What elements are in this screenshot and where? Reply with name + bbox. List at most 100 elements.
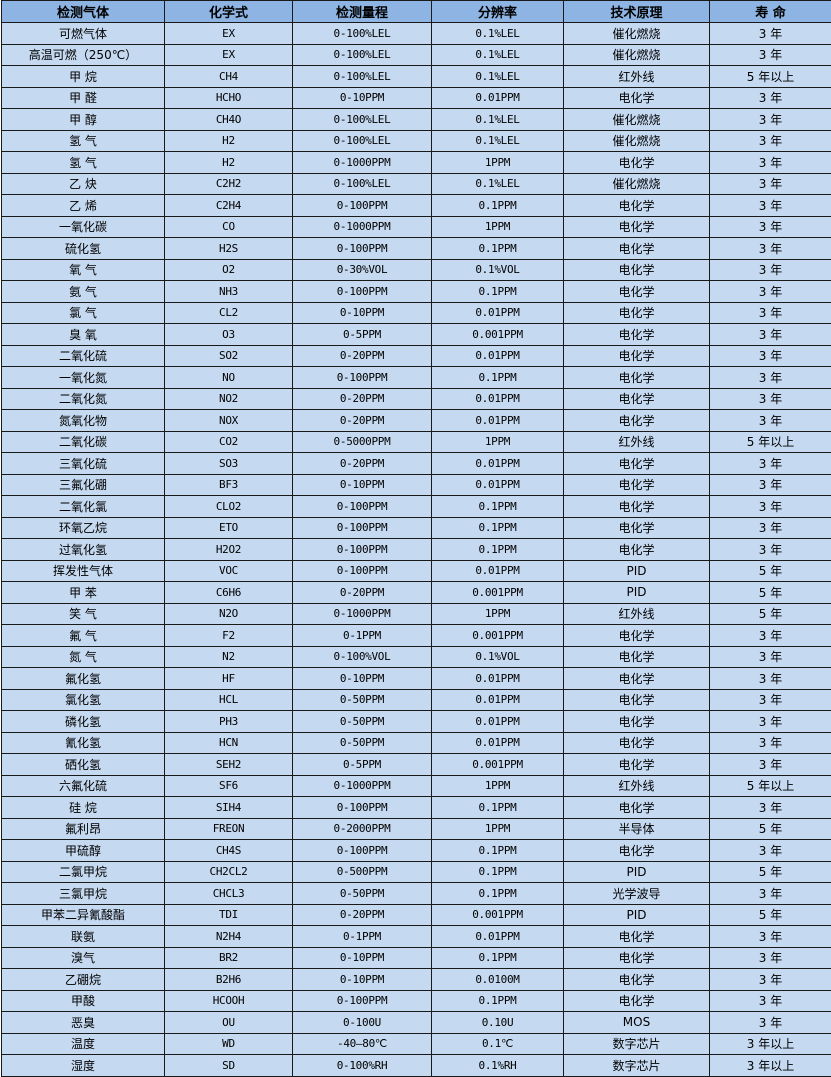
cell-lifetime: 3 年 [710, 969, 831, 991]
cell-formula: C2H2 [165, 173, 293, 195]
cell-principle: 电化学 [564, 259, 710, 281]
cell-gas: 二氧化碳 [2, 431, 165, 453]
cell-resolution: 0.01PPM [432, 87, 564, 109]
cell-principle: 电化学 [564, 388, 710, 410]
cell-gas: 氢 气 [2, 152, 165, 174]
cell-formula: H2S [165, 238, 293, 260]
cell-range: 0-30%VOL [293, 259, 432, 281]
cell-resolution: 0.01PPM [432, 668, 564, 690]
cell-lifetime: 3 年 [710, 410, 831, 432]
cell-lifetime: 3 年 [710, 109, 831, 131]
cell-resolution: 0.001PPM [432, 904, 564, 926]
cell-range: 0-10PPM [293, 302, 432, 324]
cell-formula: CH4 [165, 66, 293, 88]
cell-range: 0-10PPM [293, 87, 432, 109]
cell-gas: 乙 炔 [2, 173, 165, 195]
cell-resolution: 0.1%RH [432, 1055, 564, 1077]
cell-gas: 联氨 [2, 926, 165, 948]
cell-principle: 电化学 [564, 797, 710, 819]
cell-gas: 氯 气 [2, 302, 165, 324]
cell-resolution: 0.1PPM [432, 797, 564, 819]
cell-range: 0-100PPM [293, 281, 432, 303]
cell-range: 0-10PPM [293, 969, 432, 991]
cell-range: 0-20PPM [293, 453, 432, 475]
cell-lifetime: 3 年 [710, 883, 831, 905]
cell-principle: 催化燃烧 [564, 130, 710, 152]
cell-lifetime: 3 年 [710, 1012, 831, 1034]
cell-gas: 硫化氢 [2, 238, 165, 260]
cell-principle: 光学波导 [564, 883, 710, 905]
cell-resolution: 0.001PPM [432, 582, 564, 604]
cell-gas: 氧 气 [2, 259, 165, 281]
cell-lifetime: 3 年 [710, 345, 831, 367]
cell-formula: SO2 [165, 345, 293, 367]
cell-formula: SD [165, 1055, 293, 1077]
cell-gas: 环氧乙烷 [2, 517, 165, 539]
cell-lifetime: 3 年 [710, 732, 831, 754]
cell-lifetime: 5 年 [710, 582, 831, 604]
cell-gas: 甲硫醇 [2, 840, 165, 862]
cell-resolution: 0.1%VOL [432, 646, 564, 668]
cell-lifetime: 3 年 [710, 152, 831, 174]
cell-range: 0-100PPM [293, 840, 432, 862]
cell-range: 0-1000PPM [293, 603, 432, 625]
cell-principle: 电化学 [564, 926, 710, 948]
cell-resolution: 1PPM [432, 152, 564, 174]
cell-gas: 恶臭 [2, 1012, 165, 1034]
cell-principle: 电化学 [564, 947, 710, 969]
cell-principle: 数字芯片 [564, 1055, 710, 1077]
cell-formula: CO [165, 216, 293, 238]
cell-lifetime: 3 年 [710, 711, 831, 733]
cell-formula: H2 [165, 130, 293, 152]
cell-gas: 磷化氢 [2, 711, 165, 733]
cell-range: 0-20PPM [293, 388, 432, 410]
cell-formula: HCHO [165, 87, 293, 109]
cell-lifetime: 3 年 [710, 840, 831, 862]
cell-gas: 三氯甲烷 [2, 883, 165, 905]
cell-gas: 硅 烷 [2, 797, 165, 819]
cell-lifetime: 3 年 [710, 324, 831, 346]
cell-formula: HCN [165, 732, 293, 754]
cell-principle: 电化学 [564, 517, 710, 539]
cell-lifetime: 3 年 [710, 668, 831, 690]
cell-gas: 湿度 [2, 1055, 165, 1077]
cell-gas: 可燃气体 [2, 23, 165, 45]
cell-lifetime: 3 年 [710, 216, 831, 238]
cell-principle: 电化学 [564, 216, 710, 238]
cell-lifetime: 3 年 [710, 754, 831, 776]
cell-lifetime: 3 年 [710, 926, 831, 948]
cell-formula: NO [165, 367, 293, 389]
cell-formula: OU [165, 1012, 293, 1034]
cell-resolution: 0.01PPM [432, 474, 564, 496]
cell-lifetime: 3 年 [710, 990, 831, 1012]
cell-range: 0-1000PPM [293, 775, 432, 797]
cell-lifetime: 3 年 [710, 517, 831, 539]
cell-resolution: 0.1PPM [432, 840, 564, 862]
cell-formula: O3 [165, 324, 293, 346]
cell-principle: 电化学 [564, 646, 710, 668]
cell-resolution: 0.01PPM [432, 345, 564, 367]
cell-principle: 电化学 [564, 345, 710, 367]
cell-gas: 一氧化碳 [2, 216, 165, 238]
header-range: 检测量程 [293, 1, 432, 23]
cell-principle: 电化学 [564, 195, 710, 217]
cell-principle: 电化学 [564, 324, 710, 346]
cell-range: 0-100%RH [293, 1055, 432, 1077]
header-principle: 技术原理 [564, 1, 710, 23]
cell-range: 0-500PPM [293, 861, 432, 883]
cell-resolution: 0.1%LEL [432, 23, 564, 45]
